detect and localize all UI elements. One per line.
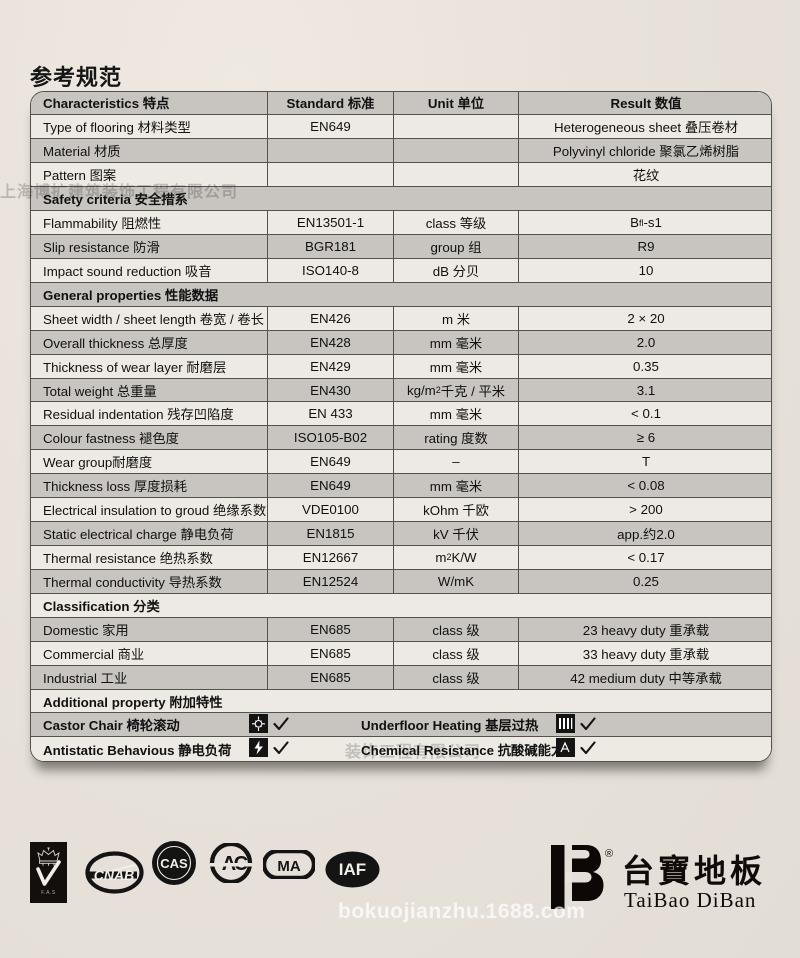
- svg-text:F.A.S: F.A.S: [41, 890, 56, 896]
- svg-text:MA: MA: [277, 858, 300, 875]
- svg-text:CAS: CAS: [160, 856, 188, 871]
- svg-text:IAF: IAF: [339, 860, 366, 879]
- svg-text:CNAB: CNAB: [94, 867, 134, 883]
